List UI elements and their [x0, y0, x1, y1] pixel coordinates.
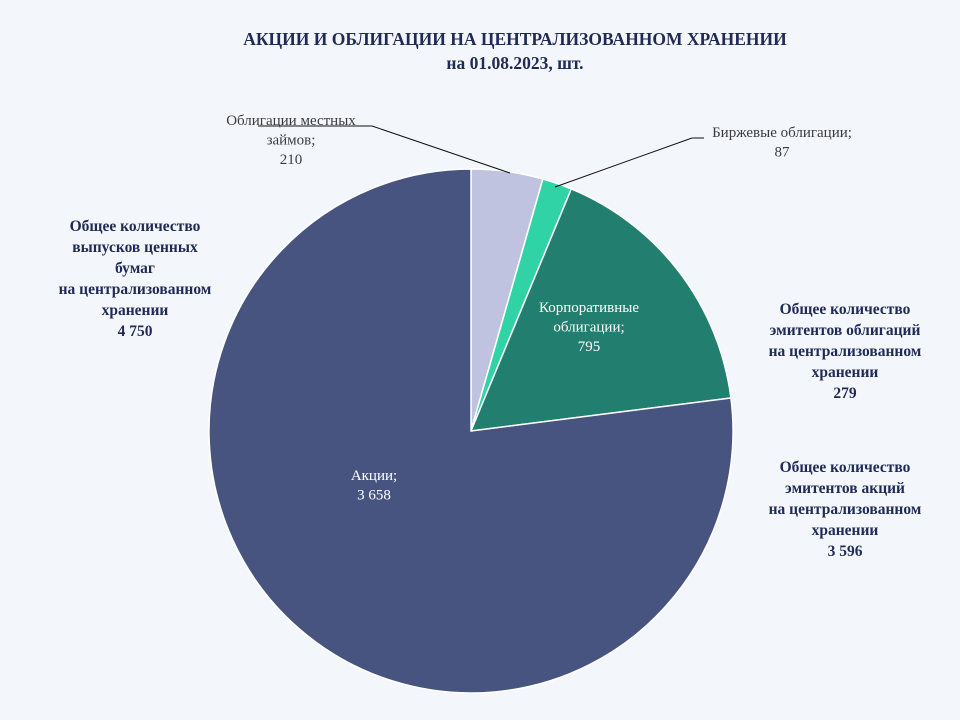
slice-label-shares: Акции; 3 658 [351, 468, 397, 504]
slice-label-exchange-bonds: Биржевые облигации; 87 [712, 125, 852, 161]
annotation-bond-issuers: Общее количество эмитентов облигаций на … [768, 301, 922, 402]
leader-line-local-bonds [371, 125, 511, 174]
slice-label-local-bonds: Облигации местных займов; 210 [226, 113, 356, 168]
chart-title: АКЦИИ И ОБЛИГАЦИИ НА ЦЕНТРАЛИЗОВАННОМ ХР… [243, 29, 787, 49]
pie-slice-shares [208, 168, 734, 694]
leader-line-exchange-bonds [554, 137, 693, 188]
pie-slice-corporate-bonds [469, 187, 732, 432]
annotation-total-issues: Общее количество выпусков ценных бумаг н… [58, 218, 212, 340]
annotation-share-issuers: Общее количество эмитентов акций на цент… [768, 459, 922, 560]
slice-label-corporate-bonds: Корпоративные облигации; 795 [539, 300, 639, 355]
chart-subtitle: на 01.08.2023, шт. [446, 53, 584, 73]
